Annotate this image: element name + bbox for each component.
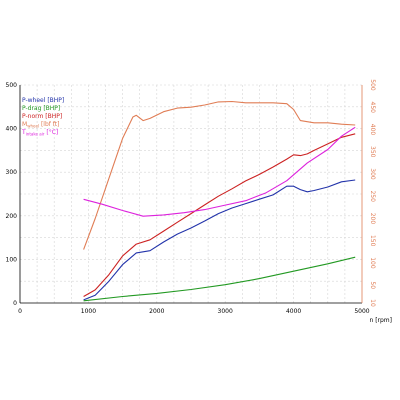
left-y-tick-label: 100: [6, 256, 18, 263]
right-y-tick-label: 100: [369, 257, 376, 269]
x-tick-label: 0: [18, 308, 22, 315]
grid: [20, 84, 362, 303]
right-y-tick-label: 350: [369, 146, 376, 158]
right-y-tick-label: 300: [369, 168, 376, 180]
right-y-tick-label: 10: [369, 299, 376, 307]
right-y-tick-label: 500: [369, 79, 376, 91]
right-y-tick-label: 50: [369, 281, 376, 289]
x-axis-label: n [rpm]: [369, 317, 392, 324]
right-y-tick-label: 150: [369, 235, 376, 247]
legend-entry: Tintake air [°C]: [21, 129, 58, 137]
series-line-4: [83, 100, 356, 250]
x-tick-label: 1000: [81, 308, 96, 315]
right-y-tick-label: 450: [369, 102, 376, 114]
x-tick-label: 3000: [218, 308, 233, 315]
left-y-tick-label: 300: [6, 169, 18, 176]
right-y-tick-label: 400: [369, 124, 376, 136]
left-y-tick-label: 200: [6, 213, 18, 220]
right-y-tick-label: 250: [369, 190, 376, 202]
series-line-1: [83, 179, 356, 301]
series-line-3: [83, 133, 356, 297]
right-y-tick-label: 200: [369, 213, 376, 225]
legend-entry: Mwheel [lbf ft]: [22, 121, 59, 129]
left-y-tick-label: 400: [6, 126, 18, 133]
x-tick-label: 5000: [354, 308, 369, 315]
series-line-2: [83, 256, 356, 302]
left-y-tick-label: 500: [6, 82, 18, 89]
legend-entry: P-drag [BHP]: [22, 105, 60, 112]
x-tick-label: 4000: [286, 308, 301, 315]
left-y-tick-label: 0: [13, 300, 17, 307]
legend: P-wheel [BHP]P-drag [BHP]P-norm [BHP]Mwh…: [21, 97, 64, 137]
x-tick-label: 2000: [149, 308, 164, 315]
legend-entry: P-norm [BHP]: [22, 113, 62, 120]
tick-labels: 0 1000 2000 3000 4000 5000 0 100 200 300 400 500 10 5…: [6, 79, 376, 315]
axes: [19, 85, 363, 304]
legend-entry: P-wheel [BHP]: [22, 97, 64, 104]
series-line-5: [83, 126, 356, 217]
series-lines: [83, 100, 356, 302]
